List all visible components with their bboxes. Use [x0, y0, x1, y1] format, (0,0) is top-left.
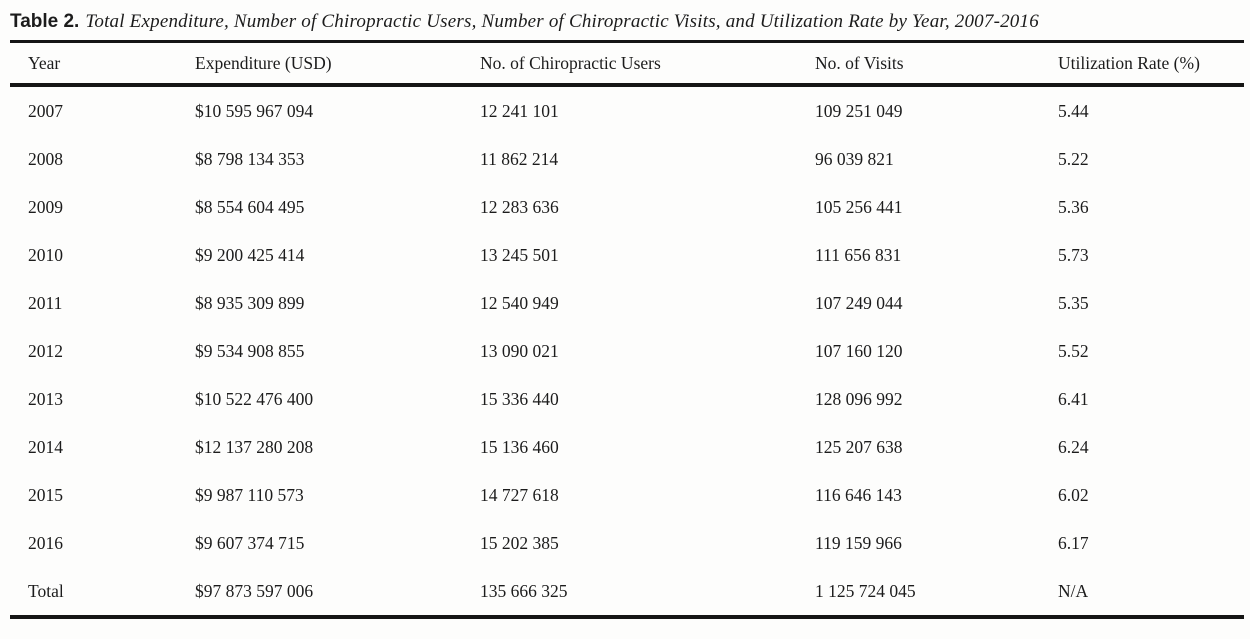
cell-2015-utilization-rate: 6.02: [1058, 484, 1089, 505]
table-header-row: Year Expenditure (USD) No. of Chiropractic…: [10, 41, 1244, 87]
table-row-2011: 2011 $8 935 309 899 12 540 949 107 249 044 5…: [10, 279, 1244, 327]
cell-2016-expenditure-usd: $9 607 374 715: [195, 532, 305, 553]
cell-2010-utilization-rate: 5.73: [1058, 244, 1089, 265]
cell-2010-expenditure-usd: $9 200 425 414: [195, 244, 305, 265]
cell-2014-no-of-visits: 125 207 638: [815, 436, 903, 457]
cell-2007-year: 2007: [28, 100, 63, 121]
table-row-2014: 2014 $12 137 280 208 15 136 460 125 207 638…: [10, 423, 1244, 471]
table-caption-title: Total Expenditure, Number of Chiropracti…: [85, 11, 1039, 32]
cell-total-no-of-visits: 1 125 724 045: [815, 580, 916, 601]
cell-2016-year: 2016: [28, 532, 63, 553]
table-row-2007: 2007 $10 595 967 094 12 241 101 109 251 049…: [10, 85, 1244, 135]
cell-2014-year: 2014: [28, 436, 63, 457]
column-header-expenditure-usd: Expenditure (USD): [177, 41, 462, 87]
cell-total-no-of-chiropractic-users: 135 666 325: [480, 580, 568, 601]
cell-2013-expenditure-usd: $10 522 476 400: [195, 388, 314, 409]
table-row-2012: 2012 $9 534 908 855 13 090 021 107 160 120 5…: [10, 327, 1244, 375]
cell-2013-utilization-rate: 6.41: [1058, 388, 1089, 409]
cell-2013-no-of-chiropractic-users: 15 336 440: [480, 388, 559, 409]
cell-total-expenditure-usd: $97 873 597 006: [195, 580, 314, 601]
cell-2008-year: 2008: [28, 148, 63, 169]
table-caption: Table 2. Total Expenditure, Number of Chi…: [10, 8, 1244, 40]
cell-2007-no-of-chiropractic-users: 12 241 101: [480, 100, 559, 121]
cell-2007-no-of-visits: 109 251 049: [815, 100, 903, 121]
cell-2013-year: 2013: [28, 388, 63, 409]
cell-2014-utilization-rate: 6.24: [1058, 436, 1089, 457]
cell-2009-year: 2009: [28, 196, 63, 217]
cell-2011-no-of-chiropractic-users: 12 540 949: [480, 292, 559, 313]
table-row-total: Total $97 873 597 006 135 666 325 1 125 724…: [10, 567, 1244, 617]
cell-2016-utilization-rate: 6.17: [1058, 532, 1089, 553]
column-header-no-of-visits: No. of Visits: [797, 41, 1040, 87]
cell-2009-expenditure-usd: $8 554 604 495: [195, 196, 305, 217]
cell-2014-expenditure-usd: $12 137 280 208: [195, 436, 314, 457]
cell-2011-expenditure-usd: $8 935 309 899: [195, 292, 305, 313]
table-row-2016: 2016 $9 607 374 715 15 202 385 119 159 966 6…: [10, 519, 1244, 567]
cell-2007-utilization-rate: 5.44: [1058, 100, 1089, 121]
column-header-year: Year: [10, 41, 177, 87]
cell-2016-no-of-visits: 119 159 966: [815, 532, 902, 553]
cell-2012-no-of-chiropractic-users: 13 090 021: [480, 340, 559, 361]
table-caption-label: Table 2.: [10, 11, 80, 32]
cell-2008-utilization-rate: 5.22: [1058, 148, 1089, 169]
cell-total-year: Total: [28, 580, 64, 601]
cell-2010-no-of-chiropractic-users: 13 245 501: [480, 244, 559, 265]
cell-2015-expenditure-usd: $9 987 110 573: [195, 484, 304, 505]
table-row-2013: 2013 $10 522 476 400 15 336 440 128 096 992…: [10, 375, 1244, 423]
cell-2008-expenditure-usd: $8 798 134 353: [195, 148, 305, 169]
cell-2009-no-of-chiropractic-users: 12 283 636: [480, 196, 559, 217]
cell-2009-no-of-visits: 105 256 441: [815, 196, 903, 217]
cell-2016-no-of-chiropractic-users: 15 202 385: [480, 532, 559, 553]
cell-2013-no-of-visits: 128 096 992: [815, 388, 903, 409]
cell-2015-no-of-chiropractic-users: 14 727 618: [480, 484, 559, 505]
cell-2012-no-of-visits: 107 160 120: [815, 340, 903, 361]
cell-total-utilization-rate: N/A: [1058, 580, 1089, 601]
cell-2015-year: 2015: [28, 484, 63, 505]
table-row-2010: 2010 $9 200 425 414 13 245 501 111 656 831 5…: [10, 231, 1244, 279]
cell-2011-no-of-visits: 107 249 044: [815, 292, 903, 313]
table-row-2015: 2015 $9 987 110 573 14 727 618 116 646 143 6…: [10, 471, 1244, 519]
cell-2012-year: 2012: [28, 340, 63, 361]
cell-2011-year: 2011: [28, 292, 63, 313]
cell-2010-year: 2010: [28, 244, 63, 265]
cell-2009-utilization-rate: 5.36: [1058, 196, 1089, 217]
cell-2007-expenditure-usd: $10 595 967 094: [195, 100, 314, 121]
cell-2012-utilization-rate: 5.52: [1058, 340, 1089, 361]
cell-2015-no-of-visits: 116 646 143: [815, 484, 902, 505]
cell-2014-no-of-chiropractic-users: 15 136 460: [480, 436, 559, 457]
column-header-no-of-chiropractic-users: No. of Chiropractic Users: [462, 41, 797, 87]
cell-2011-utilization-rate: 5.35: [1058, 292, 1089, 313]
table-row-2008: 2008 $8 798 134 353 11 862 214 96 039 821 5.…: [10, 135, 1244, 183]
column-header-utilization-rate: Utilization Rate (%): [1040, 41, 1244, 87]
data-table: Year Expenditure (USD) No. of Chiropractic…: [10, 40, 1244, 619]
cell-2008-no-of-visits: 96 039 821: [815, 148, 894, 169]
table-row-2009: 2009 $8 554 604 495 12 283 636 105 256 441 5…: [10, 183, 1244, 231]
cell-2010-no-of-visits: 111 656 831: [815, 244, 902, 265]
cell-2012-expenditure-usd: $9 534 908 855: [195, 340, 305, 361]
cell-2008-no-of-chiropractic-users: 11 862 214: [480, 148, 559, 169]
